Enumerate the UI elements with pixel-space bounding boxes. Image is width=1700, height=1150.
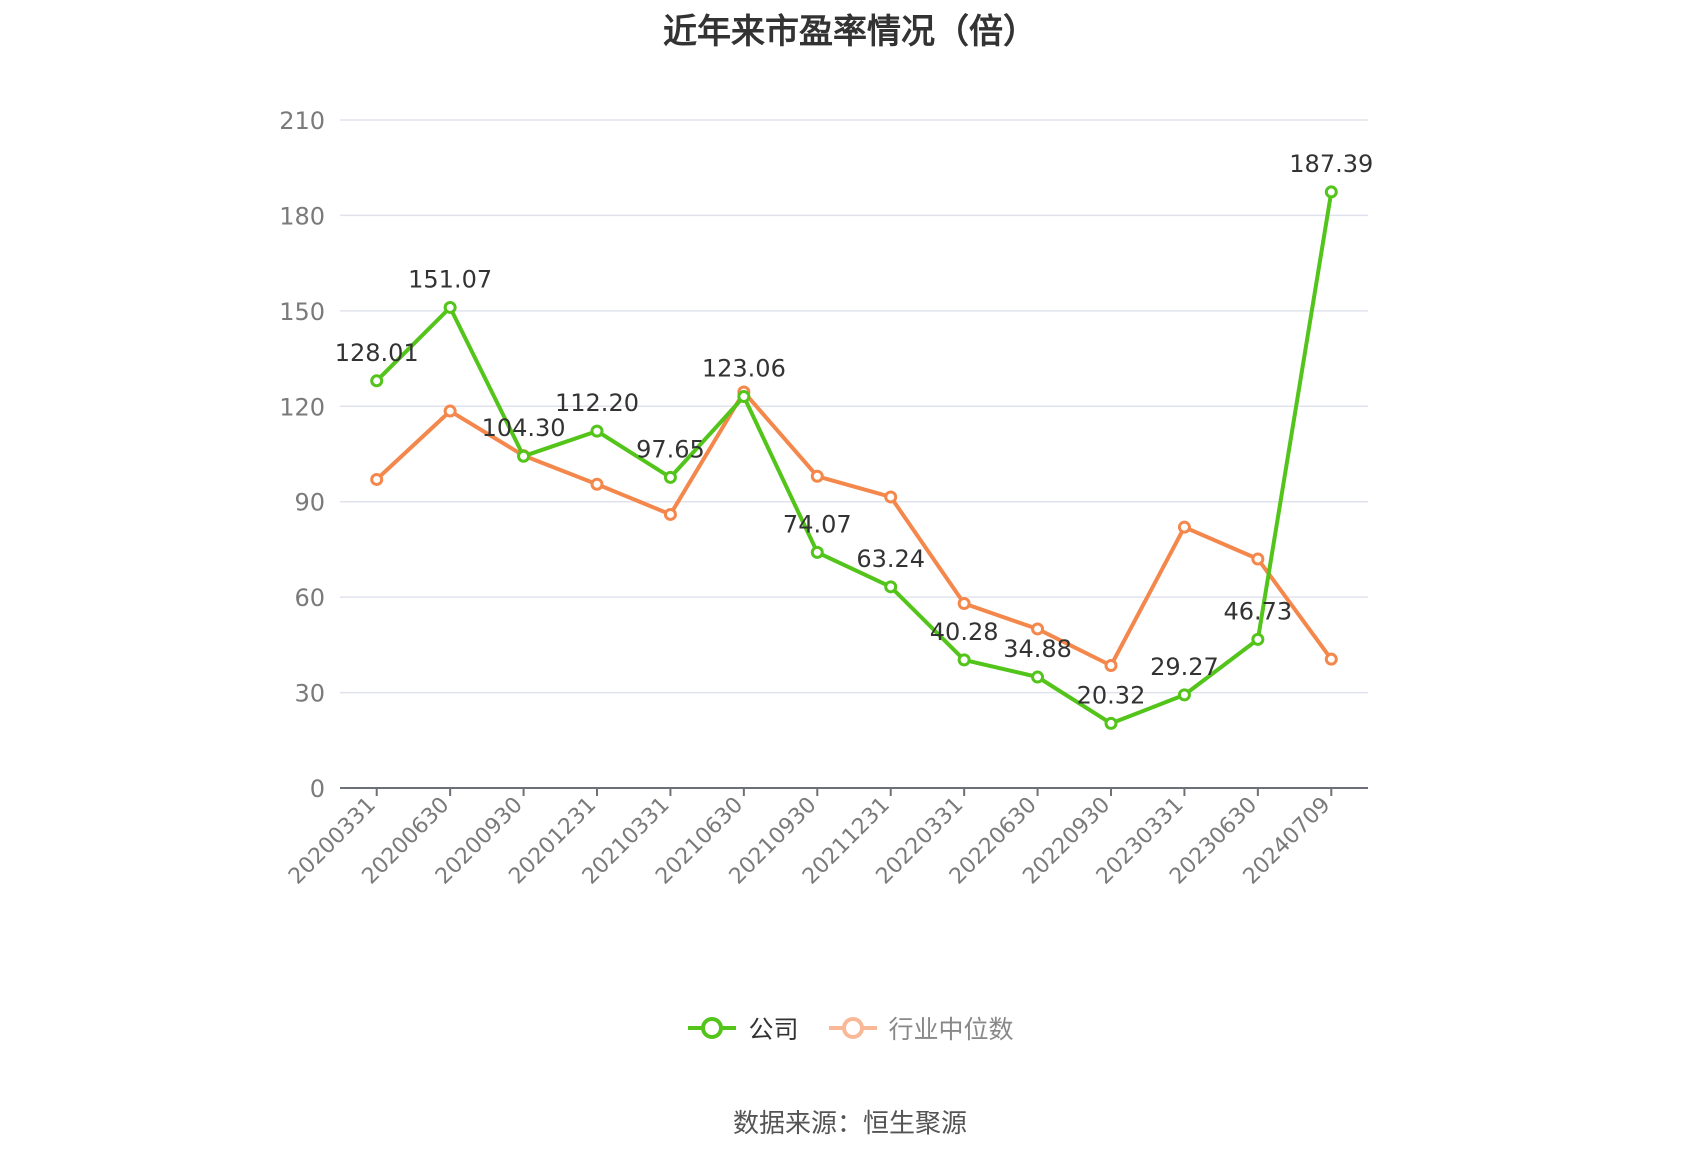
y-tick-label: 60 (294, 584, 325, 612)
legend-item-industry-median[interactable]: 行业中位数 (827, 1010, 1014, 1046)
company-data-point (370, 374, 384, 388)
legend-marker-industry-median (828, 1017, 877, 1039)
company-data-point (1031, 670, 1045, 684)
company-data-label: 104.30 (482, 414, 566, 442)
legend-label-company: 公司 (748, 1015, 799, 1044)
legend-item-company[interactable]: 公司 (686, 1010, 799, 1046)
company-data-point (663, 470, 677, 484)
industry-median-data-point (1177, 520, 1191, 534)
company-data-label: 20.32 (1077, 681, 1146, 709)
company-data-point (443, 300, 457, 314)
company-data-point (957, 653, 971, 667)
industry-median-data-point (370, 472, 384, 486)
y-tick-label: 30 (294, 680, 325, 708)
industry-median-data-point (884, 490, 898, 504)
y-tick-label: 150 (279, 298, 325, 326)
industry-median-series-line (375, 390, 1333, 668)
company-data-label: 63.24 (856, 545, 925, 573)
company-series-line (375, 191, 1334, 726)
company-data-point (590, 424, 604, 438)
company-data-label: 112.20 (555, 389, 639, 417)
company-data-point (1324, 185, 1338, 199)
company-data-point (884, 580, 898, 594)
company-data-point (1251, 632, 1265, 646)
legend-label-industry-median: 行业中位数 (888, 1015, 1014, 1044)
industry-median-data-point (1324, 652, 1338, 666)
company-data-point (1104, 716, 1118, 730)
company-data-point (517, 449, 531, 463)
y-tick-label: 0 (310, 775, 325, 803)
y-tick-label: 210 (279, 107, 325, 135)
company-data-label: 29.27 (1150, 653, 1219, 681)
chart-legend: 公司 行业中位数 (0, 1010, 1700, 1046)
industry-median-data-point (957, 597, 971, 611)
data-source-note: 数据来源：恒生聚源 (732, 1109, 967, 1139)
company-data-label: 74.07 (783, 510, 852, 538)
company-data-label: 123.06 (702, 355, 786, 383)
industry-median-data-point (810, 469, 824, 483)
industry-median-data-point (1251, 552, 1265, 566)
industry-median-data-point (1104, 659, 1118, 673)
company-data-point (737, 390, 751, 404)
y-tick-label: 120 (279, 393, 325, 421)
y-tick-label: 180 (279, 202, 325, 230)
company-data-label: 46.73 (1223, 597, 1292, 625)
chart-title: 近年来市盈率情况（倍） (663, 12, 1037, 52)
industry-median-data-point (590, 477, 604, 491)
company-data-label: 40.28 (930, 618, 999, 646)
industry-median-data-point (443, 404, 457, 418)
company-data-label: 187.39 (1289, 150, 1373, 178)
company-data-label: 97.65 (636, 435, 705, 463)
company-data-point (810, 545, 824, 559)
industry-median-data-point (663, 507, 677, 521)
company-data-label: 34.88 (1003, 635, 1072, 663)
industry-median-data-point (1031, 622, 1045, 636)
company-data-label: 128.01 (335, 339, 419, 367)
company-data-label: 151.07 (408, 265, 492, 293)
y-tick-label: 90 (294, 489, 325, 517)
company-data-point (1177, 688, 1191, 702)
legend-marker-company (688, 1017, 737, 1039)
